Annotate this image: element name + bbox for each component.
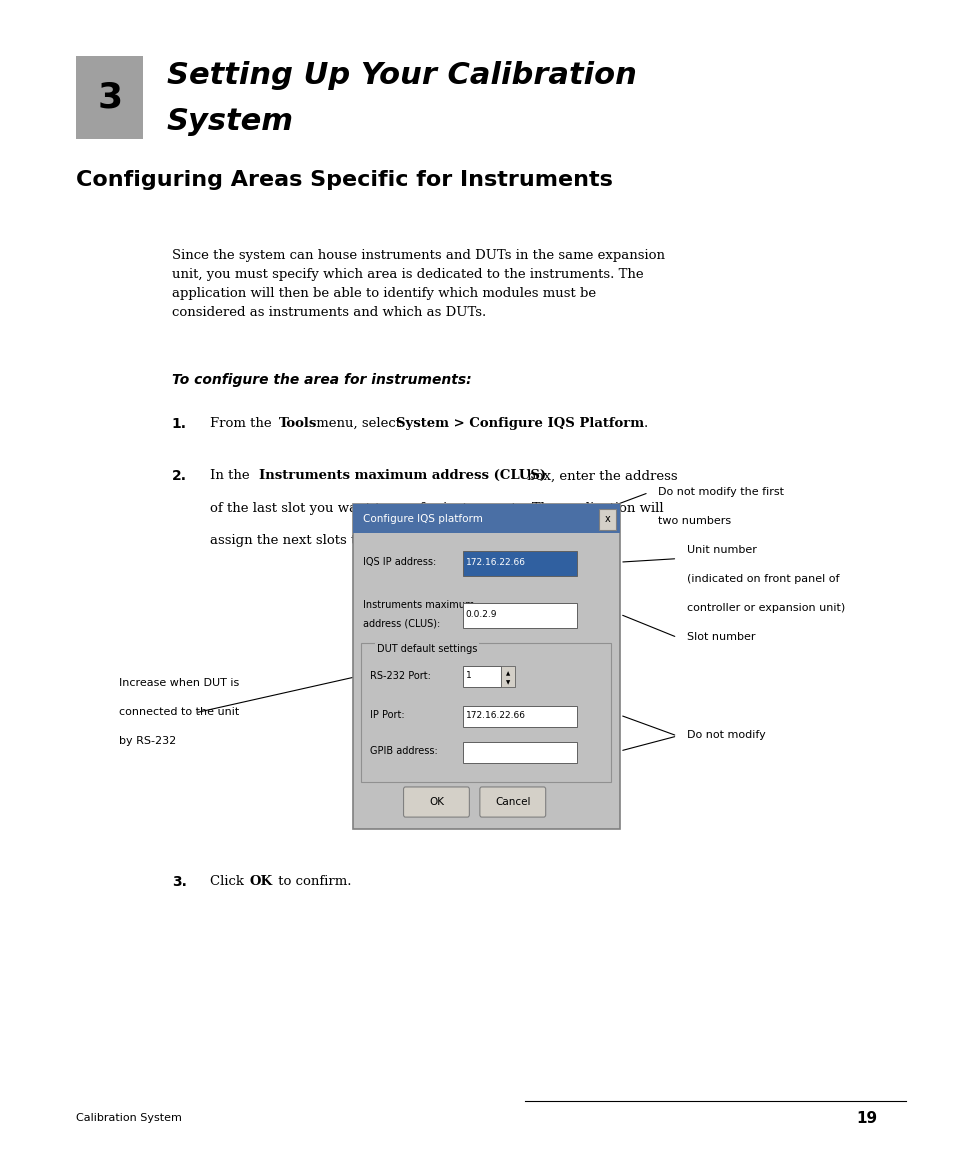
- Text: Cancel: Cancel: [495, 797, 531, 807]
- Text: 2.: 2.: [172, 469, 187, 483]
- Bar: [353, 504, 619, 533]
- Text: of the last slot you want to use for instruments. The application will: of the last slot you want to use for ins…: [210, 502, 662, 515]
- Bar: [353, 504, 619, 829]
- Text: .: .: [643, 417, 647, 430]
- Text: From the: From the: [210, 417, 275, 430]
- Text: Do not modify: Do not modify: [686, 730, 765, 741]
- Text: Calibration System: Calibration System: [76, 1114, 182, 1123]
- Text: ▼: ▼: [505, 680, 510, 685]
- Bar: [76, 56, 143, 139]
- Text: Tools: Tools: [278, 417, 316, 430]
- Text: Slot number: Slot number: [686, 632, 755, 642]
- Text: OK: OK: [429, 797, 444, 807]
- Text: RS-232 Port:: RS-232 Port:: [370, 671, 431, 680]
- Text: Setting Up Your Calibration: Setting Up Your Calibration: [167, 60, 637, 90]
- Bar: [462, 551, 577, 576]
- Text: Unit number: Unit number: [686, 545, 756, 555]
- Text: (indicated on front panel of: (indicated on front panel of: [686, 574, 839, 584]
- Text: GPIB address:: GPIB address:: [370, 746, 437, 756]
- Bar: [462, 706, 577, 727]
- Bar: [360, 643, 610, 782]
- Text: 3.: 3.: [172, 875, 187, 889]
- Text: IP Port:: IP Port:: [370, 710, 404, 720]
- FancyBboxPatch shape: [403, 787, 469, 817]
- Text: controller or expansion unit): controller or expansion unit): [686, 603, 844, 613]
- Text: DUT default settings: DUT default settings: [376, 644, 476, 654]
- Text: x: x: [604, 513, 610, 524]
- Text: Since the system can house instruments and DUTs in the same expansion
unit, you : Since the system can house instruments a…: [172, 249, 664, 319]
- Bar: [462, 666, 500, 687]
- Text: two numbers: two numbers: [658, 516, 731, 526]
- Bar: [500, 666, 515, 687]
- Text: 1.: 1.: [172, 417, 187, 431]
- Text: 172.16.22.66: 172.16.22.66: [465, 710, 525, 720]
- Text: Click: Click: [210, 875, 248, 888]
- Text: to confirm.: to confirm.: [274, 875, 351, 888]
- Text: IQS IP address:: IQS IP address:: [362, 557, 436, 567]
- Bar: [462, 603, 577, 628]
- Text: Do not modify the first: Do not modify the first: [658, 487, 783, 497]
- Text: System > Configure IQS Platform: System > Configure IQS Platform: [395, 417, 643, 430]
- Text: Configuring Areas Specific for Instruments: Configuring Areas Specific for Instrumen…: [76, 169, 613, 190]
- Text: System: System: [167, 107, 294, 137]
- Text: 19: 19: [856, 1111, 877, 1125]
- Text: OK: OK: [250, 875, 273, 888]
- Text: box, enter the address: box, enter the address: [522, 469, 677, 482]
- Text: assign the next slots to DUTs.: assign the next slots to DUTs.: [210, 534, 409, 547]
- Text: In the: In the: [210, 469, 253, 482]
- Text: Increase when DUT is: Increase when DUT is: [119, 678, 239, 688]
- Bar: [598, 509, 616, 530]
- Text: address (CLUS):: address (CLUS):: [362, 619, 439, 628]
- Text: 172.16.22.66: 172.16.22.66: [465, 557, 525, 567]
- FancyBboxPatch shape: [479, 787, 545, 817]
- Text: menu, select: menu, select: [312, 417, 405, 430]
- Text: Instruments maximum address (CLUS): Instruments maximum address (CLUS): [259, 469, 546, 482]
- Text: by RS-232: by RS-232: [119, 736, 176, 746]
- Text: Instruments maximum: Instruments maximum: [362, 600, 474, 610]
- Text: 1: 1: [465, 671, 471, 680]
- Text: 3: 3: [97, 80, 122, 115]
- Text: connected to the unit: connected to the unit: [119, 707, 239, 717]
- Text: 0.0.2.9: 0.0.2.9: [465, 610, 497, 619]
- Bar: [462, 742, 577, 763]
- Text: ▲: ▲: [505, 671, 510, 676]
- Text: Configure IQS platform: Configure IQS platform: [362, 513, 482, 524]
- Text: To configure the area for instruments:: To configure the area for instruments:: [172, 373, 471, 387]
